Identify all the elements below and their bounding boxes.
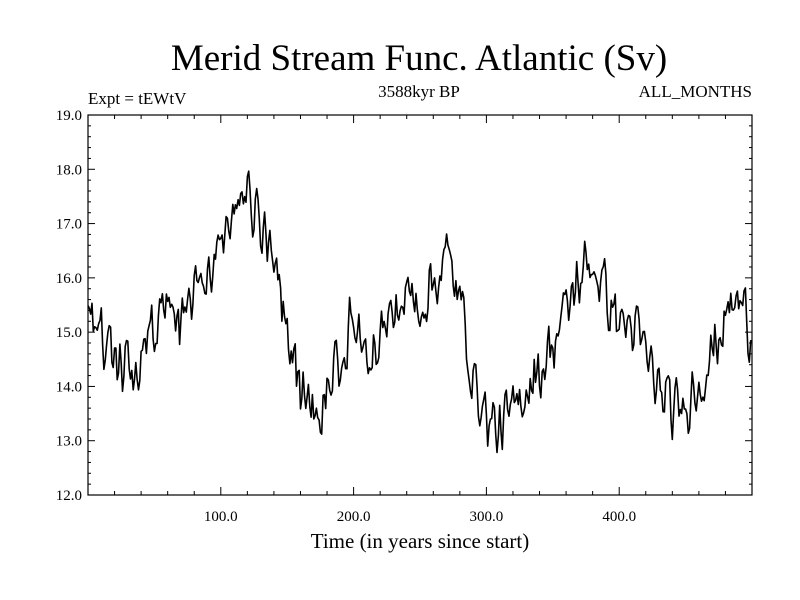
y-tick-label: 14.0 xyxy=(56,379,82,395)
y-tick-label: 12.0 xyxy=(56,488,82,504)
x-tick-label: 300.0 xyxy=(470,509,504,525)
x-tick-label: 100.0 xyxy=(204,509,238,525)
experiment-label: Expt = tEWtV xyxy=(88,89,187,108)
y-tick-label: 17.0 xyxy=(56,217,82,233)
y-tick-label: 18.0 xyxy=(56,162,82,178)
y-tick-label: 15.0 xyxy=(56,325,82,341)
x-axis-label: Time (in years since start) xyxy=(311,529,530,553)
x-tick-label: 200.0 xyxy=(337,509,371,525)
y-tick-label: 19.0 xyxy=(56,108,82,124)
chart-title: Merid Stream Func. Atlantic (Sv) xyxy=(171,38,667,79)
x-axis: 100.0 200.0 300.0 400.0 xyxy=(114,115,726,525)
x-tick-label: 400.0 xyxy=(602,509,636,525)
y-tick-label: 16.0 xyxy=(56,271,82,287)
series-line xyxy=(87,170,753,454)
y-axis: 12.0 13.0 14.0 15.0 16.0 17.0 18.0 19.0 xyxy=(56,108,752,504)
period-label: 3588kyr BP xyxy=(378,82,460,101)
plot-frame xyxy=(87,114,753,496)
months-label: ALL_MONTHS xyxy=(639,82,752,101)
y-tick-label: 13.0 xyxy=(56,434,82,450)
